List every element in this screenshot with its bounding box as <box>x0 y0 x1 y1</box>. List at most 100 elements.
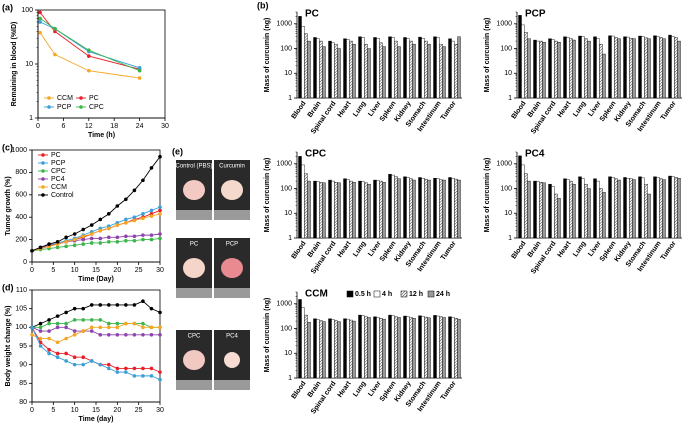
bar <box>364 182 368 239</box>
data-point <box>132 234 137 239</box>
bar <box>554 193 558 239</box>
bar <box>307 322 311 379</box>
bar <box>623 177 627 239</box>
data-point <box>107 212 111 216</box>
bar <box>578 176 582 239</box>
panel-label: (d) <box>2 282 14 292</box>
data-point <box>55 325 60 330</box>
data-point <box>47 347 51 352</box>
data-point <box>64 244 68 249</box>
x-tick-label: 15 <box>92 267 100 274</box>
tumor <box>224 352 240 368</box>
bar <box>569 180 573 239</box>
bar <box>548 38 552 99</box>
bar <box>521 24 525 99</box>
data-point <box>141 233 145 237</box>
data-point <box>87 48 91 53</box>
x-tick-label: Blood <box>511 240 528 260</box>
bar <box>304 173 308 239</box>
bar <box>557 198 561 239</box>
bar <box>662 179 666 239</box>
x-tick-label: 30 <box>161 123 169 130</box>
y-tick-label: 10 <box>25 61 33 68</box>
data-point <box>30 333 34 337</box>
bar <box>656 177 660 239</box>
data-point <box>81 355 85 360</box>
data-point <box>141 178 145 183</box>
data-point <box>98 236 103 241</box>
y-tick-label: 400 <box>15 214 27 221</box>
bar <box>427 179 431 239</box>
x-tick-label: 12 <box>85 123 93 130</box>
bar <box>674 37 678 99</box>
data-point <box>124 217 128 222</box>
bar <box>364 316 368 379</box>
bar <box>542 182 546 239</box>
bar <box>328 179 332 239</box>
bar <box>349 319 353 379</box>
data-point <box>107 325 111 330</box>
bar <box>319 40 323 99</box>
bar <box>313 180 317 239</box>
data-point <box>81 306 85 311</box>
bar <box>647 193 651 239</box>
bar <box>527 180 531 239</box>
bar <box>421 316 425 379</box>
bar <box>457 318 461 379</box>
data-point <box>124 303 128 307</box>
x-tick-label: Heart <box>337 100 353 119</box>
bar <box>587 40 591 99</box>
data-point <box>55 321 60 326</box>
x-tick-label: 0 <box>30 407 34 414</box>
x-tick-label: Lung <box>352 100 368 118</box>
bar <box>394 176 398 239</box>
bar <box>518 15 522 99</box>
series-line <box>39 21 140 69</box>
y-tick-label: 10 <box>284 350 292 357</box>
bar <box>331 42 335 99</box>
x-tick-label: 6 <box>61 123 65 130</box>
y-axis-title: Mass of curcumin (ng) <box>264 298 271 373</box>
chart-title: PC <box>305 9 319 20</box>
bar <box>397 317 401 379</box>
bar <box>617 38 621 99</box>
data-point <box>98 333 103 337</box>
x-axis-title: Time (Day) <box>78 276 114 283</box>
bar <box>436 178 440 239</box>
x-tick-label: 25 <box>135 267 143 274</box>
bar <box>364 43 368 99</box>
data-point <box>141 366 145 371</box>
bar <box>548 183 552 239</box>
bar <box>602 53 606 99</box>
data-point <box>141 212 145 216</box>
bar <box>644 183 648 239</box>
bar <box>626 178 630 239</box>
y-tick-label: 1 <box>508 95 512 102</box>
legend-label: CPC <box>51 168 66 175</box>
y-tick-label: 10 <box>504 70 512 77</box>
bar <box>316 319 320 379</box>
bar <box>662 38 666 99</box>
data-point <box>81 234 85 239</box>
bar <box>373 179 377 239</box>
bar <box>376 38 380 99</box>
bar <box>554 40 558 99</box>
bar <box>361 315 365 379</box>
bar <box>367 48 371 99</box>
bar <box>587 188 591 239</box>
y-tick-label: 100 <box>280 325 292 332</box>
data-point <box>38 329 43 333</box>
data-point <box>38 321 43 326</box>
data-point <box>149 306 154 311</box>
y-tick-label: 85 <box>19 380 27 387</box>
bar <box>596 180 600 239</box>
bar <box>454 318 458 379</box>
bar <box>629 178 633 239</box>
x-axis-title: Time (day) <box>79 416 114 423</box>
data-point <box>158 208 162 213</box>
data-point <box>89 236 94 241</box>
bar <box>409 40 413 99</box>
data-point <box>158 212 162 216</box>
y-axis-title: Remaining in blood (%ID) <box>11 22 18 107</box>
bar <box>641 177 645 239</box>
